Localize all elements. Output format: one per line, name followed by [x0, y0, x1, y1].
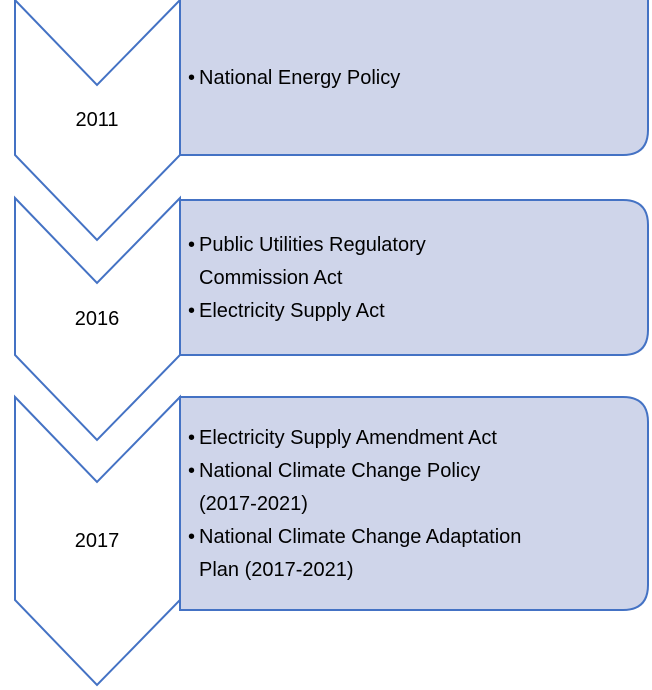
bullet-text: National Energy Policy: [199, 66, 401, 89]
content-box: [179, 396, 649, 611]
year-label: 2017: [74, 530, 120, 552]
bullet-text: (2017-2021): [199, 492, 308, 515]
bullet-text: Electricity Supply Act: [199, 299, 385, 322]
bullet-text: Plan (2017-2021): [199, 558, 354, 581]
bullet: •: [188, 66, 196, 89]
bullet: •: [188, 426, 196, 449]
bullet: •: [188, 459, 196, 482]
bullet: •: [188, 233, 196, 256]
year-label: 2016: [74, 308, 120, 330]
content-box: [179, 0, 649, 156]
bullet-text: National Climate Change Adaptation: [199, 525, 522, 548]
year-label: 2011: [75, 109, 119, 131]
bullet-text: Commission Act: [199, 266, 343, 289]
bullet-text: National Climate Change Policy: [199, 459, 481, 482]
bullet: •: [188, 525, 196, 548]
content-box: [179, 199, 649, 356]
bullet-text: Public Utilities Regulatory: [199, 233, 426, 256]
bullet-text: Electricity Supply Amendment Act: [199, 426, 497, 449]
bullet: •: [188, 299, 196, 322]
